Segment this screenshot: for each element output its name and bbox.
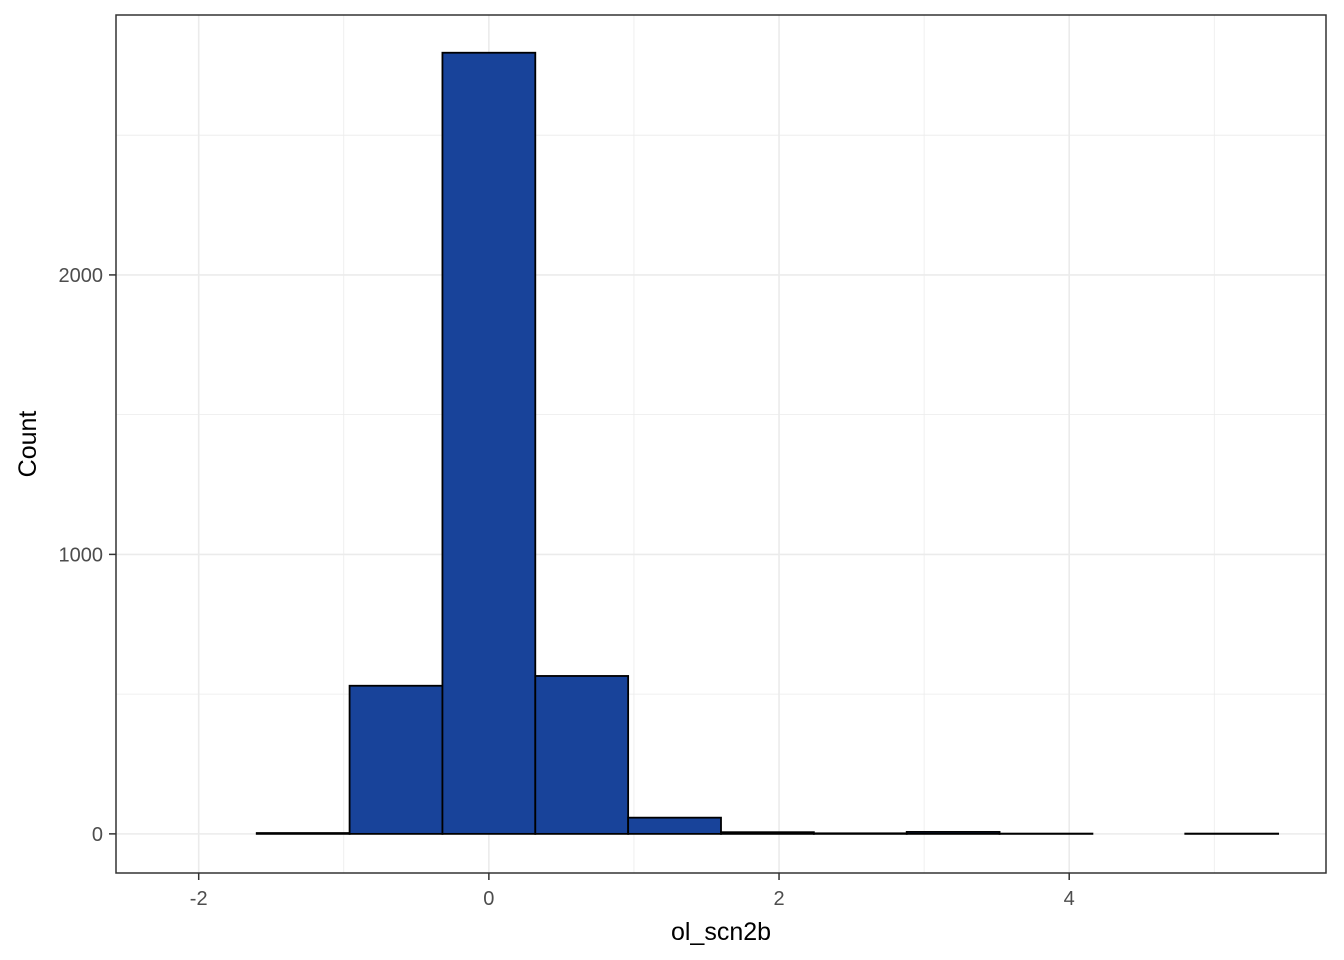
x-tick-label: 2 [773, 888, 784, 910]
histogram-bar [348, 684, 444, 835]
histogram-bar [534, 675, 630, 835]
grid-lines [116, 15, 1326, 873]
x-tick-label: 4 [1064, 888, 1075, 910]
histogram-bars [255, 51, 1280, 835]
y-axis-title: Count [14, 411, 42, 478]
histogram-bar [441, 51, 537, 835]
y-tick-label: 1000 [59, 544, 104, 566]
y-axis: 0 1000 2000 [59, 265, 116, 846]
histogram-bar [720, 831, 815, 835]
histogram-bar [905, 831, 1001, 835]
x-axis-title: ol_scn2b [671, 918, 771, 946]
histogram-bar [812, 832, 908, 835]
panel-border [115, 14, 1327, 874]
x-tick-label: 0 [483, 888, 494, 910]
y-tick-label: 2000 [59, 265, 104, 287]
x-tick-label: -2 [190, 888, 208, 910]
y-tick-label: 0 [92, 824, 103, 846]
histogram-bar [627, 816, 722, 835]
x-axis: -2 0 2 4 [190, 873, 1075, 910]
histogram-bar [255, 832, 351, 835]
